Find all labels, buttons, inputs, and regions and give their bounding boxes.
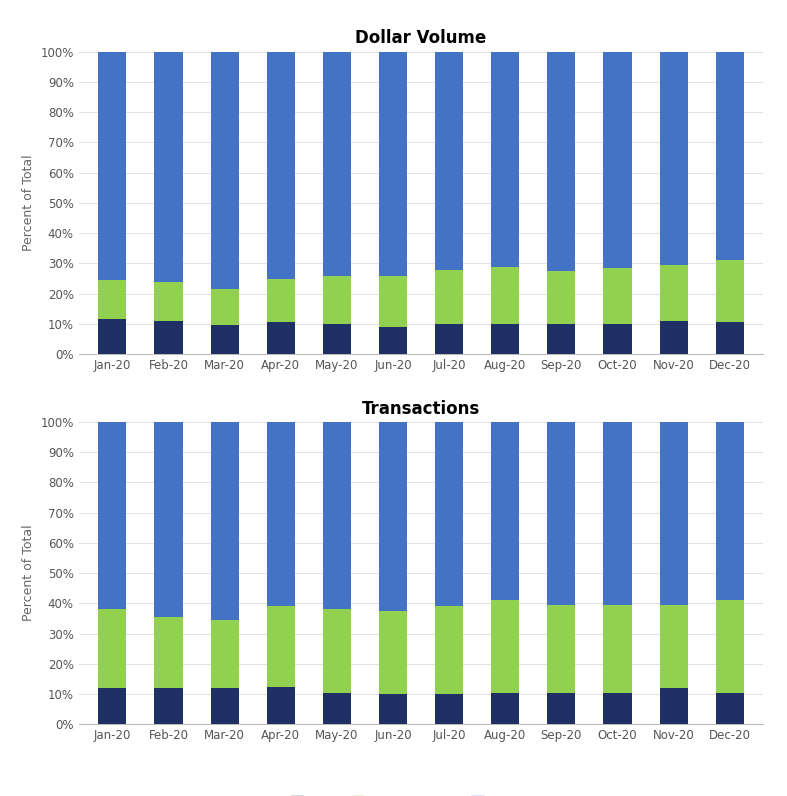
- Bar: [154, 52, 183, 282]
- Bar: [491, 52, 519, 267]
- Bar: [547, 52, 575, 271]
- Legend: ATS, Non-ATS OTC, Exchange: ATS, Non-ATS OTC, Exchange: [286, 791, 556, 796]
- Bar: [715, 422, 744, 600]
- Bar: [379, 52, 407, 275]
- Y-axis label: Percent of Total: Percent of Total: [22, 154, 35, 252]
- Bar: [379, 327, 407, 354]
- Bar: [491, 600, 519, 693]
- Bar: [435, 694, 463, 724]
- Bar: [323, 275, 351, 324]
- Bar: [154, 282, 183, 321]
- Bar: [435, 270, 463, 324]
- Bar: [547, 271, 575, 324]
- Bar: [435, 324, 463, 354]
- Bar: [379, 694, 407, 724]
- Bar: [154, 422, 183, 617]
- Bar: [211, 620, 238, 688]
- Bar: [715, 322, 744, 354]
- Bar: [98, 280, 127, 319]
- Bar: [323, 52, 351, 275]
- Bar: [660, 265, 688, 321]
- Bar: [323, 693, 351, 724]
- Title: Dollar Volume: Dollar Volume: [356, 29, 486, 48]
- Bar: [715, 600, 744, 693]
- Bar: [604, 693, 631, 724]
- Bar: [660, 605, 688, 688]
- Bar: [98, 319, 127, 354]
- Bar: [604, 324, 631, 354]
- Bar: [491, 267, 519, 324]
- Bar: [547, 422, 575, 605]
- Bar: [211, 52, 238, 289]
- Bar: [267, 279, 295, 322]
- Bar: [379, 611, 407, 694]
- Bar: [604, 605, 631, 693]
- Bar: [211, 326, 238, 354]
- Bar: [267, 52, 295, 279]
- Bar: [715, 693, 744, 724]
- Bar: [435, 422, 463, 607]
- Bar: [660, 422, 688, 605]
- Bar: [154, 688, 183, 724]
- Bar: [715, 52, 744, 260]
- Bar: [379, 422, 407, 611]
- Bar: [154, 617, 183, 688]
- Legend: ATS, Non-ATS OTC, Exchange: ATS, Non-ATS OTC, Exchange: [286, 421, 556, 444]
- Bar: [211, 289, 238, 326]
- Bar: [604, 268, 631, 324]
- Bar: [98, 52, 127, 280]
- Bar: [660, 688, 688, 724]
- Bar: [98, 688, 127, 724]
- Bar: [211, 422, 238, 620]
- Bar: [715, 260, 744, 322]
- Bar: [98, 422, 127, 610]
- Bar: [547, 605, 575, 693]
- Bar: [547, 693, 575, 724]
- Y-axis label: Percent of Total: Percent of Total: [22, 525, 35, 622]
- Bar: [379, 275, 407, 327]
- Bar: [267, 322, 295, 354]
- Bar: [323, 422, 351, 610]
- Title: Transactions: Transactions: [362, 400, 480, 418]
- Bar: [604, 52, 631, 268]
- Bar: [435, 52, 463, 270]
- Bar: [267, 607, 295, 686]
- Bar: [491, 693, 519, 724]
- Bar: [491, 324, 519, 354]
- Bar: [211, 688, 238, 724]
- Bar: [98, 610, 127, 688]
- Bar: [604, 422, 631, 605]
- Bar: [435, 607, 463, 694]
- Bar: [491, 422, 519, 600]
- Bar: [267, 686, 295, 724]
- Bar: [660, 52, 688, 265]
- Bar: [660, 321, 688, 354]
- Bar: [323, 324, 351, 354]
- Bar: [547, 324, 575, 354]
- Bar: [154, 321, 183, 354]
- Bar: [267, 422, 295, 607]
- Bar: [323, 610, 351, 693]
